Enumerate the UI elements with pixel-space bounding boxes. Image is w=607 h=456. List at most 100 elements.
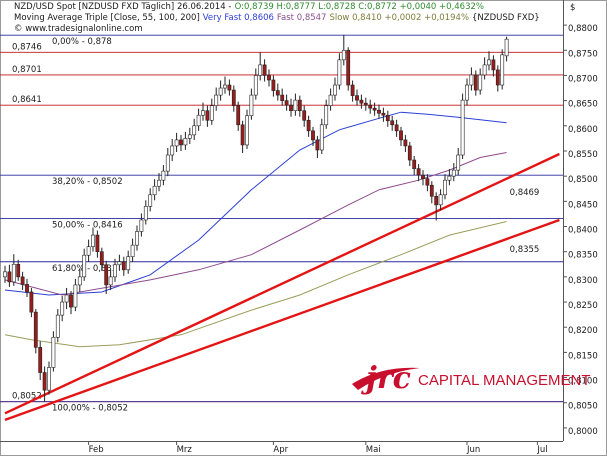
candle-body	[38, 347, 43, 373]
trend-line	[4, 152, 560, 415]
candle-body	[108, 276, 113, 286]
candle-body	[399, 130, 403, 141]
y-tick-label: 0,8600	[568, 125, 598, 135]
header-segment: O:0,8739 H:0,8777 L:0,8728 C:0,8772 +0,0…	[235, 2, 484, 12]
x-tick-label: Feb	[89, 445, 104, 455]
candle-body	[161, 170, 166, 181]
header-line: © www.tradesignalonline.com	[14, 24, 143, 34]
level-label: 0,8701	[12, 65, 42, 75]
candle-body	[157, 179, 161, 187]
candle-body	[258, 64, 263, 76]
currency-label: $	[570, 3, 575, 13]
candle-body	[434, 196, 439, 206]
x-tick-label: Jun	[466, 445, 480, 455]
candle-body	[302, 110, 307, 121]
candle-body	[478, 74, 483, 91]
level-label: 38,20% - 0,8502	[52, 177, 123, 187]
y-tick-label: 0,8250	[568, 301, 598, 311]
y-tick-label: 0,8550	[568, 150, 598, 160]
y-tick-label: 0,8300	[568, 276, 598, 286]
candle-body	[245, 115, 249, 146]
candle-body	[104, 264, 109, 286]
candle-body	[451, 169, 456, 177]
y-tick-label: 0,8400	[568, 226, 598, 236]
candle-body	[421, 174, 425, 179]
candle-body	[438, 194, 443, 206]
level-label: 50,00% - 0,8416	[52, 220, 123, 230]
candle-body	[469, 74, 474, 86]
candle-body	[500, 54, 505, 86]
candle-body	[337, 59, 342, 86]
logo-name: CAPITAL MANAGEMENT	[418, 372, 591, 389]
header-line: Moving Average Triple [Close, 55, 100, 2…	[14, 13, 540, 23]
x-tick-label: Jul	[536, 445, 547, 455]
candle-body	[77, 276, 82, 286]
candle-body	[253, 75, 258, 96]
candle-body	[174, 139, 179, 147]
candle-body	[249, 94, 254, 117]
candle-body	[473, 74, 478, 91]
candle-body	[165, 154, 170, 172]
candle-body	[42, 372, 47, 391]
candle-body	[403, 139, 408, 147]
candle-body	[306, 119, 311, 132]
candle-body	[407, 145, 412, 161]
candle-body	[201, 110, 205, 116]
candle-body	[121, 261, 126, 271]
y-tick-label: 0,8800	[568, 24, 598, 34]
candle-body	[20, 276, 25, 285]
candle-body	[315, 139, 320, 151]
candle-body	[47, 367, 51, 391]
candle-body	[69, 294, 73, 308]
moving-average	[4, 221, 507, 348]
candle-body	[170, 145, 175, 156]
candle-body	[456, 154, 461, 171]
y-tick-label: 0,8700	[568, 74, 598, 84]
header-line: NZD/USD Spot [NZDUSD FXD Täglich] 26.06.…	[14, 2, 484, 12]
y-tick-label: 0,8750	[568, 49, 598, 59]
candle-body	[51, 336, 56, 368]
candle-body	[284, 100, 289, 106]
logo-mark: jrc	[361, 361, 411, 396]
candle-body	[218, 87, 223, 96]
moving-average	[4, 152, 507, 296]
candle-body	[11, 263, 16, 283]
candle-body	[363, 102, 368, 106]
candle-body	[381, 112, 386, 116]
candle-body	[425, 178, 430, 186]
candle-body	[240, 124, 245, 146]
candle-body	[293, 99, 298, 112]
logo-swoosh	[352, 367, 420, 390]
candle-body	[148, 194, 153, 207]
candle-body	[16, 263, 21, 278]
candle-body	[205, 110, 210, 121]
candle-body	[183, 138, 188, 146]
candle-body	[227, 84, 232, 91]
candle-body	[487, 59, 491, 66]
header-segment: © www.tradesignalonline.com	[14, 24, 143, 34]
candle-body	[359, 99, 364, 104]
y-tick-label: 0,8500	[568, 175, 598, 185]
candle-body	[126, 256, 131, 271]
candle-body	[187, 134, 192, 139]
y-tick-label: 0,8200	[568, 326, 598, 336]
level-label: 0,8746	[12, 42, 42, 52]
candle-body	[86, 246, 91, 256]
candle-body	[491, 59, 496, 71]
candle-body	[117, 261, 122, 266]
candle-body	[297, 99, 302, 112]
candle-body	[311, 130, 315, 141]
candle-body	[214, 94, 219, 106]
candle-body	[416, 168, 421, 176]
candle-body	[99, 251, 104, 266]
candle-body	[504, 38, 509, 57]
candle-body	[91, 234, 95, 247]
candle-body	[275, 90, 280, 96]
candle-body	[319, 124, 324, 151]
header-segment: Very Fast 0,8606	[203, 13, 274, 23]
header-segment: Moving Average Triple [Close, 55, 100, 2…	[14, 13, 200, 23]
candle-body	[324, 105, 329, 126]
candle-body	[135, 231, 139, 246]
candle-body	[482, 64, 487, 76]
candle-body	[196, 114, 201, 127]
